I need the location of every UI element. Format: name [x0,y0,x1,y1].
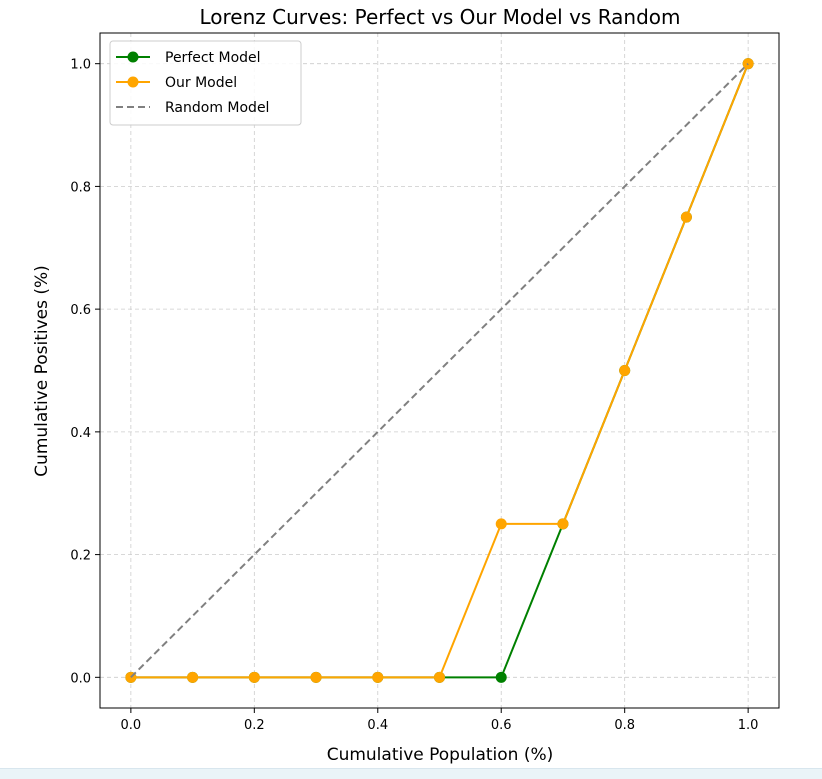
legend-label-perfect-model: Perfect Model [165,50,261,66]
legend: Perfect Model Our Model Random Model [109,40,302,126]
our-model-point-8 [619,365,631,376]
perfect-model-point-6 [495,671,507,683]
series-layer [125,58,754,683]
plot-frame [99,32,780,709]
legend-marker-perfect-model [127,51,139,63]
legend-marker-our-model [127,76,139,88]
our-model-point-7 [557,518,569,530]
x-axis-label: Cumulative Population (%) [327,745,554,765]
x-tick-label-0: 0.0 [121,718,142,733]
legend-label-random-model: Random Model [165,100,269,116]
x-tick-label-3: 0.6 [491,718,512,733]
y-axis-label: Cumulative Positives (%) [32,265,52,477]
bottom-strip [0,768,822,779]
our-model-point-2 [248,671,260,683]
legend-box [109,40,302,126]
our-model-point-6 [495,518,507,530]
y-tick-label-5: 1.0 [70,58,91,73]
our-model-point-4 [372,671,384,683]
our-model-point-1 [187,671,199,683]
tick-layer: 0.0 0.2 0.4 0.6 0.8 1.0 0.0 0.2 0.4 0.6 0.8 1.0 [70,58,758,733]
y-tick-label-3: 0.6 [70,303,91,318]
our-model-point-9 [680,211,692,223]
x-tick-label-2: 0.4 [367,718,388,733]
x-tick-label-5: 1.0 [738,718,759,733]
y-tick-label-4: 0.8 [70,180,91,195]
x-tick-label-4: 0.8 [614,718,635,733]
our-model-point-3 [310,671,322,683]
our-model-point-10 [742,58,754,70]
y-tick-label-2: 0.4 [70,426,91,441]
our-model-point-5 [434,671,445,683]
random-model-line [130,62,749,679]
x-tick-label-1: 0.2 [244,718,265,733]
y-tick-label-0: 0.0 [70,671,91,686]
y-tick-label-1: 0.2 [70,549,91,564]
legend-label-our-model: Our Model [165,75,237,91]
chart-title: Lorenz Curves: Perfect vs Our Model vs R… [199,5,680,29]
